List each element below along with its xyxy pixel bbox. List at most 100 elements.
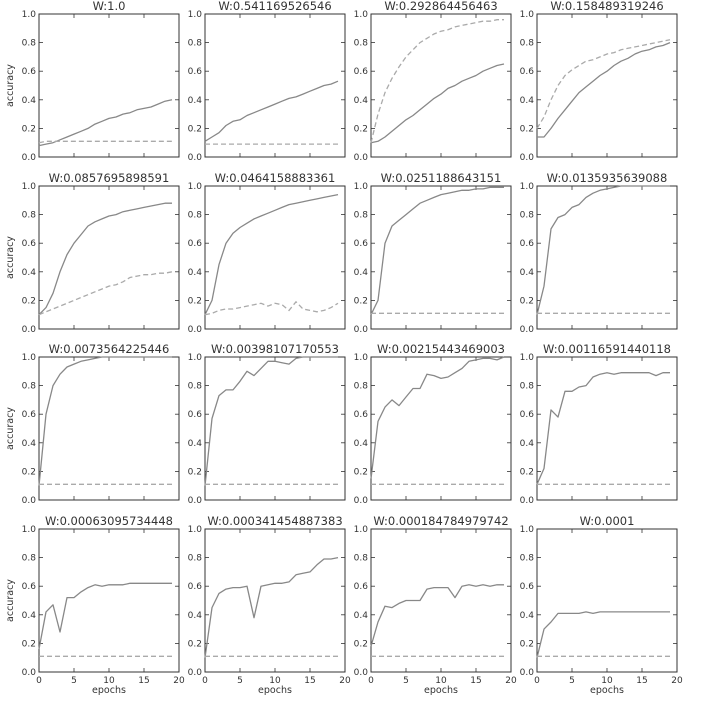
subplot-15: W:0.000184784979742 0.0 0.2 0.4 0.6 0.8 1.0 0 5 1… <box>354 514 517 696</box>
y-tick-label: 0.8 <box>188 382 203 392</box>
y-tick-label: 0.4 <box>520 268 535 278</box>
y-tick-label: 0.0 <box>188 153 203 163</box>
plot-frame <box>536 185 678 330</box>
y-tick-label: 0.6 <box>520 410 535 420</box>
y-tick-label: 1.0 <box>520 353 535 363</box>
subplot-title: W:0.00063095734448 <box>45 514 173 528</box>
x-tick-label: 10 <box>601 676 613 686</box>
y-tick-label: 0.4 <box>354 268 369 278</box>
y-tick-label: 0.0 <box>520 153 535 163</box>
subplot-10: W:0.00398107170553 0.0 0.2 0.4 0.6 0.8 1.0 <box>188 342 346 506</box>
x-tick-label: 10 <box>103 676 115 686</box>
subplot-title: W:0.00215443469003 <box>377 342 505 356</box>
y-tick-label: 0.6 <box>354 410 369 420</box>
subplot-title: W:1.0 <box>93 0 126 13</box>
y-tick-label: 0.4 <box>520 96 535 106</box>
y-tick-label: 0.4 <box>520 611 535 621</box>
y-tick-label: 0.6 <box>188 67 203 77</box>
test-accuracy-line <box>536 39 671 129</box>
y-tick-label: 0.2 <box>22 467 36 477</box>
plot-frame <box>38 356 180 501</box>
y-tick-label: 0.6 <box>188 239 203 249</box>
x-tick-label: 15 <box>470 676 481 686</box>
y-axis-label: accuracy <box>5 236 16 279</box>
y-tick-label: 0.6 <box>520 239 535 249</box>
subplot-14: W:0.000341454887383 0.0 0.2 0.4 0.6 0.8 1.0 0 5 1… <box>188 514 351 696</box>
y-tick-label: 0.8 <box>354 211 369 221</box>
y-tick-label: 0.6 <box>354 67 369 77</box>
y-tick-label: 0.8 <box>22 382 37 392</box>
y-tick-label: 1.0 <box>188 182 203 192</box>
y-tick-label: 0.2 <box>354 296 368 306</box>
y-tick-label: 1.0 <box>354 10 369 20</box>
y-tick-label: 0.0 <box>354 668 369 678</box>
y-tick-label: 1.0 <box>520 10 535 20</box>
plot-frame <box>536 13 678 158</box>
plot-frame <box>370 528 512 673</box>
y-tick-label: 0.6 <box>354 239 369 249</box>
x-tick-label: 0 <box>202 676 208 686</box>
y-tick-label: 0.8 <box>354 554 369 564</box>
y-tick-label: 0.8 <box>188 39 203 49</box>
train-accuracy-line <box>204 80 339 142</box>
y-tick-label: 0.4 <box>354 96 369 106</box>
subplot-title: W:0.292864456463 <box>384 0 497 13</box>
y-tick-label: 0.6 <box>22 582 37 592</box>
y-tick-label: 0.6 <box>354 582 369 592</box>
test-accuracy-line <box>370 19 504 143</box>
x-tick-label: 0 <box>368 676 374 686</box>
y-tick-label: 1.0 <box>188 353 203 363</box>
y-tick-label: 0.0 <box>22 496 37 506</box>
y-tick-label: 0.4 <box>22 268 37 278</box>
y-tick-label: 0.4 <box>188 439 203 449</box>
y-tick-label: 1.0 <box>188 10 203 20</box>
x-tick-label: 5 <box>71 676 77 686</box>
y-tick-label: 0.8 <box>354 39 369 49</box>
subplot-12: W:0.00116591440118 0.0 0.2 0.4 0.6 0.8 1.0 <box>520 342 678 506</box>
train-accuracy-line <box>204 193 339 315</box>
y-tick-label: 0.8 <box>22 554 37 564</box>
test-accuracy-line <box>38 140 172 144</box>
y-tick-label: 0.4 <box>22 611 37 621</box>
y-tick-label: 0.0 <box>22 668 37 678</box>
y-tick-label: 0.2 <box>22 639 36 649</box>
train-accuracy-line <box>370 63 505 144</box>
train-accuracy-line <box>536 611 670 658</box>
x-tick-label: 0 <box>534 676 540 686</box>
plot-frame <box>204 13 346 158</box>
subplot-title: W:0.0857695898591 <box>49 171 170 185</box>
y-tick-label: 0.0 <box>354 325 369 335</box>
x-axis-label: epochs <box>590 685 624 696</box>
y-tick-label: 1.0 <box>520 525 535 535</box>
train-accuracy-line <box>38 202 172 316</box>
x-tick-label: 10 <box>269 676 281 686</box>
train-accuracy-line <box>370 584 504 647</box>
y-tick-label: 0.8 <box>520 211 535 221</box>
y-tick-label: 0.2 <box>188 124 202 134</box>
train-accuracy-line <box>38 99 173 147</box>
subplot-title: W:0.158489319246 <box>550 0 663 13</box>
subplot-title: W:0.00116591440118 <box>543 342 671 356</box>
subplot-title: W:0.00398107170553 <box>211 342 339 356</box>
x-axis-label: epochs <box>424 685 458 696</box>
x-tick-label: 5 <box>237 676 243 686</box>
x-tick-label: 15 <box>138 676 149 686</box>
y-tick-label: 1.0 <box>354 525 369 535</box>
y-tick-label: 0.2 <box>354 124 368 134</box>
y-tick-label: 0.2 <box>188 296 202 306</box>
y-tick-label: 1.0 <box>22 525 37 535</box>
x-tick-label: 20 <box>671 676 683 686</box>
y-tick-label: 0.2 <box>354 467 368 477</box>
y-tick-label: 0.0 <box>188 668 203 678</box>
subplot-6: W:0.0464158883361 0.0 0.2 0.4 0.6 0.8 1.0 <box>188 171 346 335</box>
y-tick-label: 0.6 <box>188 582 203 592</box>
subplot-title: W:0.0464158883361 <box>215 171 336 185</box>
train-accuracy-line <box>38 356 172 486</box>
y-tick-label: 0.4 <box>22 96 37 106</box>
subplot-title: W:0.0073564225446 <box>49 342 170 356</box>
subplot-16: W:0.0001 0.0 0.2 0.4 0.6 0.8 1.0 0 5 10 15 20 epochs <box>520 514 683 696</box>
y-tick-label: 0.8 <box>22 39 37 49</box>
y-tick-label: 0.8 <box>520 39 535 49</box>
y-tick-label: 0.2 <box>22 296 36 306</box>
y-tick-label: 0.0 <box>354 153 369 163</box>
